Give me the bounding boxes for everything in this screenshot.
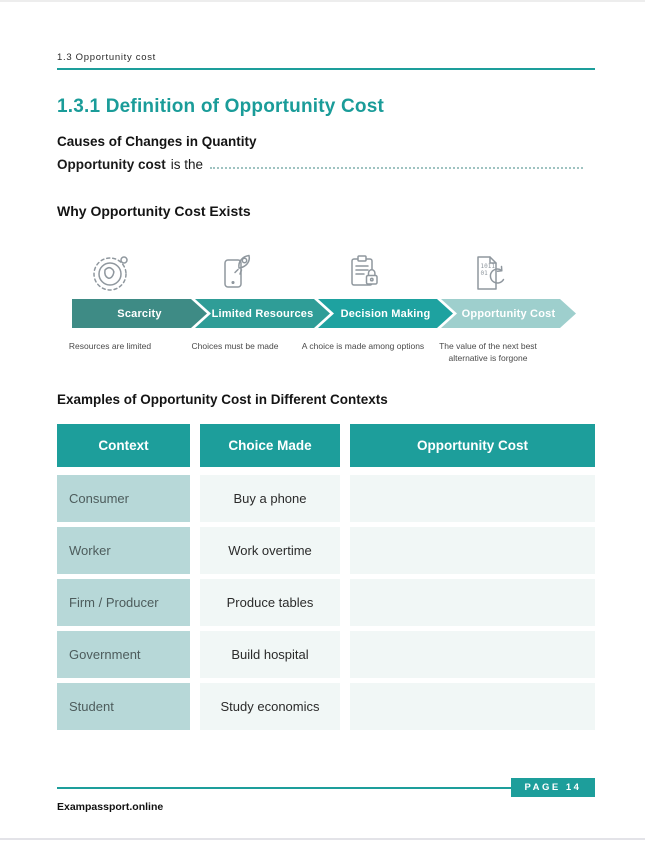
context-cell: Firm / Producer bbox=[57, 579, 190, 626]
flow-caption: Resources are limited bbox=[68, 341, 152, 351]
context-cell: Government bbox=[57, 631, 190, 678]
table-row: Student Study economics bbox=[57, 683, 595, 730]
footer-rule-row: PAGE 14 bbox=[57, 778, 595, 797]
phone-rocket-icon bbox=[213, 251, 257, 295]
flow-heading: Why Opportunity Cost Exists bbox=[57, 203, 251, 219]
context-cell: Worker bbox=[57, 527, 190, 574]
context-cell: Consumer bbox=[57, 475, 190, 522]
section-subheading: Causes of Changes in Quantity bbox=[57, 134, 257, 149]
examples-table: Context Choice Made Opportunity Cost Con… bbox=[57, 424, 595, 730]
table-row: Government Build hospital bbox=[57, 631, 595, 678]
page-number-badge: PAGE 14 bbox=[511, 778, 595, 797]
flow-step-limited-resources: Limited Resources bbox=[195, 299, 330, 328]
flow-diagram: 1011 01 Scarcity Limited Resources Decis… bbox=[57, 251, 595, 373]
choice-cell: Study economics bbox=[200, 683, 340, 730]
footer-rule bbox=[57, 786, 511, 789]
column-header-context: Context bbox=[57, 424, 190, 467]
flow-caption: A choice is made among options bbox=[301, 341, 425, 351]
examples-heading: Examples of Opportunity Cost in Differen… bbox=[57, 392, 388, 407]
svg-text:01: 01 bbox=[481, 270, 489, 277]
choice-cell: Produce tables bbox=[200, 579, 340, 626]
page-footer: PAGE 14 Exampassport.online bbox=[57, 778, 595, 813]
table-row: Worker Work overtime bbox=[57, 527, 595, 574]
definition-connector: is the bbox=[170, 157, 204, 172]
flow-step-decision-making: Decision Making bbox=[318, 299, 453, 328]
globe-orbit-icon bbox=[88, 251, 132, 295]
flow-step-scarcity: Scarcity bbox=[72, 299, 207, 328]
flow-arrow-band: Scarcity Limited Resources Decision Maki… bbox=[72, 299, 576, 328]
opportunity-cost-cell-blank bbox=[350, 475, 595, 522]
table-row: Firm / Producer Produce tables bbox=[57, 579, 595, 626]
site-name: Exampassport.online bbox=[57, 801, 164, 813]
context-cell: Student bbox=[57, 683, 190, 730]
clipboard-lock-icon bbox=[341, 251, 385, 295]
opportunity-cost-cell-blank bbox=[350, 579, 595, 626]
definition-term: Opportunity cost bbox=[57, 157, 166, 172]
document-refresh-icon: 1011 01 bbox=[466, 251, 510, 295]
table-header-row: Context Choice Made Opportunity Cost bbox=[57, 424, 595, 467]
running-header: 1.3 Opportunity cost bbox=[57, 52, 595, 70]
section-title: 1.3.1 Definition of Opportunity Cost bbox=[57, 96, 385, 117]
opportunity-cost-cell-blank bbox=[350, 631, 595, 678]
svg-text:1011: 1011 bbox=[481, 263, 496, 270]
fill-in-blank-line bbox=[210, 156, 583, 169]
flow-caption: Choices must be made bbox=[191, 341, 279, 351]
chapter-label: 1.3 Opportunity cost bbox=[57, 52, 157, 63]
choice-cell: Buy a phone bbox=[200, 475, 340, 522]
opportunity-cost-cell-blank bbox=[350, 683, 595, 730]
choice-cell: Build hospital bbox=[200, 631, 340, 678]
table-row: Consumer Buy a phone bbox=[57, 475, 595, 522]
choice-cell: Work overtime bbox=[200, 527, 340, 574]
opportunity-cost-cell-blank bbox=[350, 527, 595, 574]
column-header-opportunity-cost: Opportunity Cost bbox=[350, 424, 595, 467]
flow-caption: The value of the next best alternative i… bbox=[439, 341, 537, 363]
column-header-choice-made: Choice Made bbox=[200, 424, 340, 467]
definition-line: Opportunity cost is the bbox=[57, 156, 595, 172]
flow-step-opportunity-cost: Opportunity Cost bbox=[441, 299, 576, 328]
